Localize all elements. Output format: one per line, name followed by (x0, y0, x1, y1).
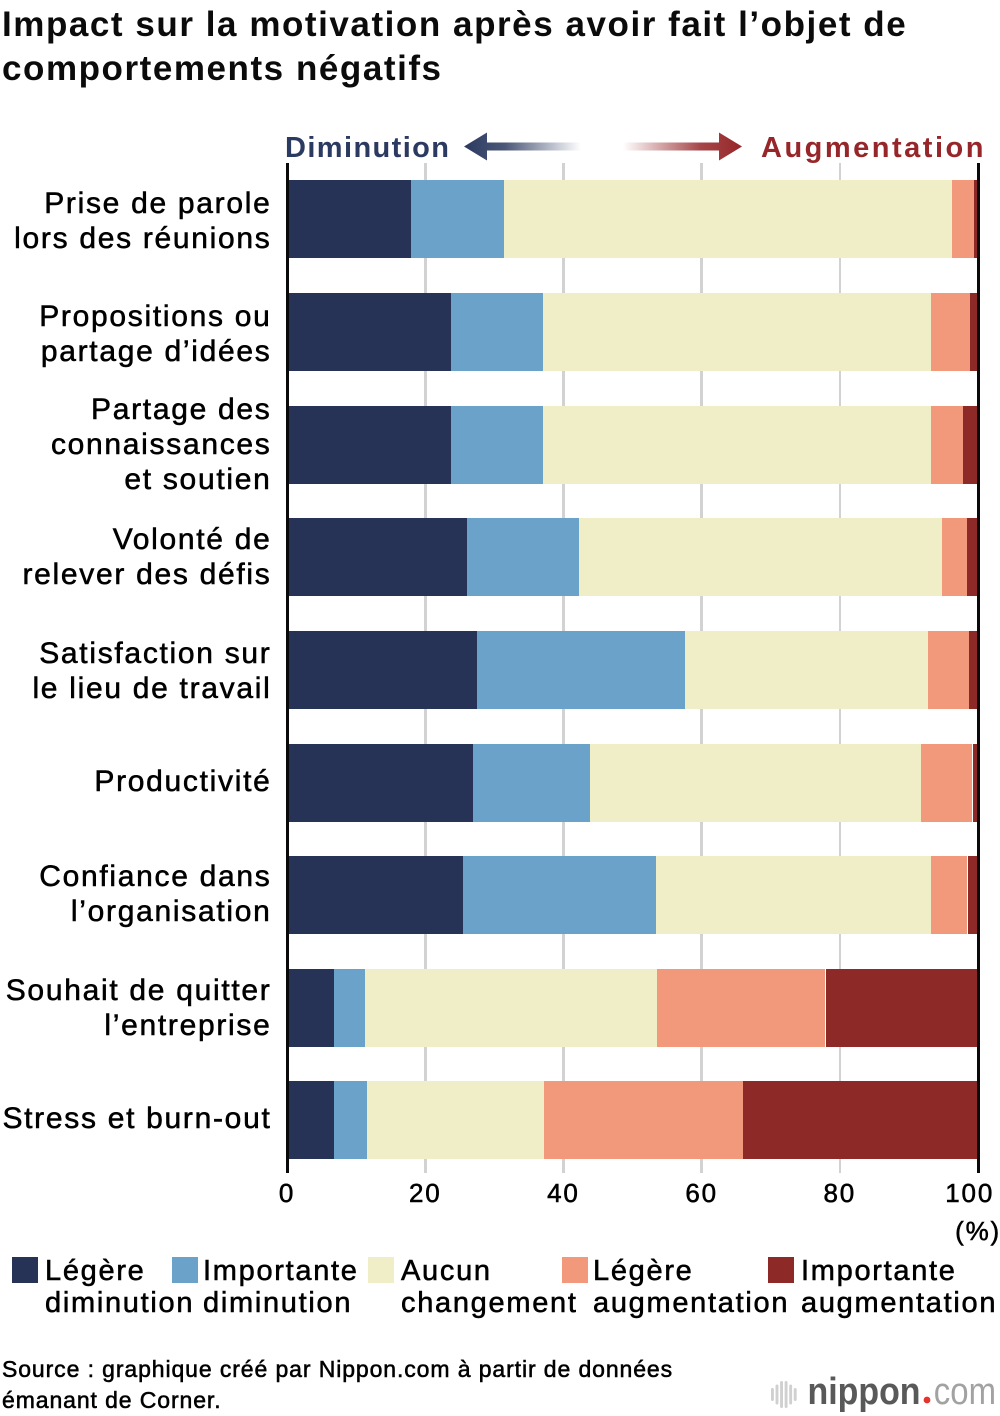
svg-text:nippon: nippon (808, 1371, 921, 1413)
svg-text:com: com (934, 1371, 996, 1413)
